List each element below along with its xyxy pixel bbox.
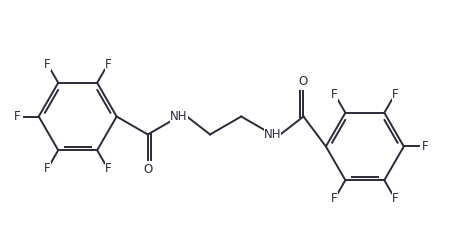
- Text: O: O: [143, 163, 153, 176]
- Text: F: F: [332, 88, 338, 101]
- Text: F: F: [44, 58, 51, 71]
- Text: NH: NH: [170, 110, 188, 123]
- Text: F: F: [332, 192, 338, 205]
- Text: F: F: [392, 88, 399, 101]
- Text: F: F: [44, 162, 51, 175]
- Text: F: F: [105, 58, 111, 71]
- Text: F: F: [392, 192, 399, 205]
- Text: F: F: [14, 110, 20, 123]
- Text: F: F: [105, 162, 111, 175]
- Text: NH: NH: [264, 128, 281, 141]
- Text: O: O: [299, 75, 308, 88]
- Text: F: F: [422, 140, 429, 153]
